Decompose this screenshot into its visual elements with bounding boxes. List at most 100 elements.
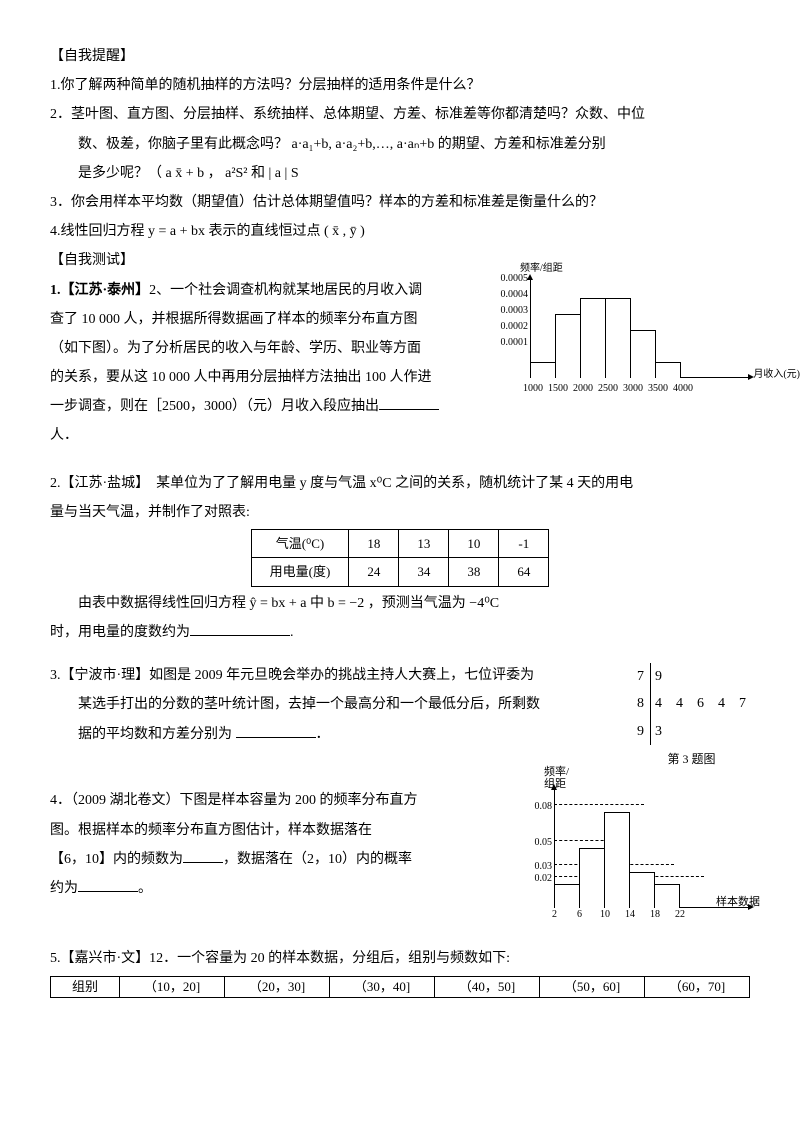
- q2-l3a: 由表中数据得线性回归方程 ŷ = bx + a 中 b = −2 ，预测当气温为…: [50, 591, 750, 616]
- q5-line: 5.【嘉兴市·文】12．一个容量为 20 的样本数据，分组后，组别与频数如下:: [50, 946, 750, 971]
- chart2-xtick: 10: [600, 906, 610, 924]
- chart1-ytick: 0.0004: [490, 290, 528, 300]
- cell: （20，30]: [225, 976, 330, 998]
- reminder-q1: 1.你了解两种简单的随机抽样的方法吗？分层抽样的适用条件是什么？: [50, 73, 750, 98]
- q1-l6: 人．: [50, 423, 750, 448]
- cell: -1: [499, 530, 549, 558]
- chart2-xlabel: 样本数据: [716, 893, 760, 913]
- q2-tag: 2.【江苏·盐城】: [50, 476, 142, 491]
- stem: 8: [633, 690, 651, 717]
- q3-l4: ．: [316, 727, 330, 742]
- chart1-xlabel: 月收入(元): [753, 370, 800, 380]
- q1-blank[interactable]: [379, 395, 439, 410]
- q2-l3c: .: [290, 625, 294, 640]
- q4-l4b: 。: [138, 881, 152, 896]
- q1-l1: 2、一个社会调查机构就某地居民的月收入调: [149, 283, 422, 298]
- cell: （50，60]: [540, 976, 645, 998]
- chart1-bars: [530, 298, 681, 378]
- q3-tag: 3.【宁波市·理】: [50, 668, 149, 683]
- q5-tag: 5.【嘉兴市·文】: [50, 951, 149, 966]
- chart1-ylabel: 频率/组距: [520, 264, 563, 274]
- cell: 组别: [51, 976, 120, 998]
- chart1-bar: [605, 298, 631, 378]
- cell: 24: [349, 558, 399, 586]
- cell: 13: [399, 530, 449, 558]
- q4-l4a: 约为: [50, 881, 78, 896]
- q2-l3b-wrap: 时，用电量的度数约为.: [50, 620, 750, 645]
- chart1-ytick: 0.0002: [490, 322, 528, 332]
- chart2-dashline: [554, 804, 644, 805]
- chart2-bars: [554, 812, 680, 908]
- table-row: 组别 （10，20] （20，30] （30，40] （40，50] （50，6…: [51, 976, 750, 998]
- cell: 气温(⁰C): [251, 530, 349, 558]
- chart2-bar: [629, 872, 655, 908]
- q3-figure-caption: 第 3 题图: [633, 749, 750, 771]
- q4-histogram: 频率/组距 0.08 0.05 0.03 0.02 2 6 10 14 18 2…: [520, 788, 750, 928]
- chart2-xtick: 6: [577, 906, 582, 924]
- chart2-bar: [554, 884, 580, 908]
- leaves: 4 4 6 4 7: [651, 690, 751, 717]
- chart1-xtick: 3500: [645, 384, 671, 394]
- cell: 38: [449, 558, 499, 586]
- q2-l2: 量与当天气温，并制作了对照表:: [50, 500, 750, 525]
- q3-blank[interactable]: [236, 723, 316, 738]
- cell: 10: [449, 530, 499, 558]
- q5-l1: 12．一个容量为 20 的样本数据，分组后，组别与频数如下:: [149, 951, 510, 966]
- cell: 64: [499, 558, 549, 586]
- cell: 18: [349, 530, 399, 558]
- cell: （30，40]: [330, 976, 435, 998]
- chart2-xtick: 14: [625, 906, 635, 924]
- section-reminder-title: 【自我提醒】: [50, 44, 750, 69]
- chart1-xtick: 2000: [570, 384, 596, 394]
- q1-l5-wrap: 一步调查，则在［2500，3000）（元）月收入段应抽出: [50, 394, 750, 419]
- cell: （10，20]: [120, 976, 225, 998]
- q1-histogram: 频率/组距 0.0005 0.0004 0.0003 0.0002 0.0001…: [490, 278, 750, 398]
- q5-table: 组别 （10，20] （20，30] （30，40] （40，50] （50，6…: [50, 976, 750, 999]
- reminder-q3: 3．你会用样本平均数（期望值）估计总体期望值吗？样本的方差和标准差是衡量什么的？: [50, 190, 750, 215]
- q4-l3a: 【6，10】内的频数为: [50, 852, 183, 867]
- chart1-bar: [530, 362, 556, 378]
- chart2-bar: [604, 812, 630, 908]
- q2-blank[interactable]: [190, 621, 290, 636]
- cell: （60，70]: [645, 976, 750, 998]
- chart2-bar: [579, 848, 605, 908]
- chart1-bar: [555, 314, 581, 378]
- q4-blank1[interactable]: [183, 848, 223, 863]
- chart1-xtick: 1500: [545, 384, 571, 394]
- leaves: 3: [651, 718, 751, 745]
- q4-blank2[interactable]: [78, 877, 138, 892]
- table-row: 用电量(度) 24 34 38 64: [251, 558, 549, 586]
- q3-stemleaf: 79 84 4 6 4 7 93 第 3 题图: [633, 663, 750, 770]
- chart2-bar: [654, 884, 680, 908]
- reminder-q2b: 数、极差，你脑子里有此概念吗？ a·a₁+b, a·a₂+b,…, a·aₙ+b…: [50, 132, 750, 157]
- reminder-q4: 4.线性回归方程 y = a + bx 表示的直线恒过点 ( x̄ , ȳ ): [50, 219, 750, 244]
- chart1-xtick: 4000: [670, 384, 696, 394]
- table-row: 气温(⁰C) 18 13 10 -1: [251, 530, 549, 558]
- chart1-bar: [630, 330, 656, 378]
- section-test-title: 【自我测试】: [50, 248, 750, 273]
- chart1-bar: [580, 298, 606, 378]
- chart1-xtick: 2500: [595, 384, 621, 394]
- chart1-ytick: 0.0001: [490, 338, 528, 348]
- q1-tag: 1.【江苏·泰州】: [50, 283, 149, 298]
- cell: 34: [399, 558, 449, 586]
- chart1-bar: [655, 362, 681, 378]
- q1-l5: 一步调查，则在［2500，3000）（元）月收入段应抽出: [50, 399, 379, 414]
- stem: 9: [633, 718, 651, 745]
- cell: 用电量(度): [251, 558, 349, 586]
- q3-l3: 据的平均数和方差分别为: [78, 727, 232, 742]
- cell: （40，50]: [435, 976, 540, 998]
- reminder-q2a: 2．茎叶图、直方图、分层抽样、系统抽样、总体期望、方差、标准差等你都清楚吗？众数…: [50, 102, 750, 127]
- q2-l3b: 时，用电量的度数约为: [50, 625, 190, 640]
- stem: 7: [633, 663, 651, 690]
- chart1-ytick: 0.0003: [490, 306, 528, 316]
- q2-l1: 某单位为了了解用电量 y 度与气温 x⁰C 之间的关系，随机统计了某 4 天的用…: [142, 476, 633, 491]
- chart2-ytick: 0.08: [520, 798, 552, 816]
- chart2-xtick: 18: [650, 906, 660, 924]
- q2-table: 气温(⁰C) 18 13 10 -1 用电量(度) 24 34 38 64: [251, 529, 550, 587]
- chart2-ytick: 0.05: [520, 834, 552, 852]
- q2-line: 2.【江苏·盐城】 某单位为了了解用电量 y 度与气温 x⁰C 之间的关系，随机…: [50, 471, 750, 496]
- chart2-ytick: 0.02: [520, 870, 552, 888]
- q4-l3b: ，数据落在（2，10）内的概率: [223, 852, 412, 867]
- chart1-ytick: 0.0005: [490, 274, 528, 284]
